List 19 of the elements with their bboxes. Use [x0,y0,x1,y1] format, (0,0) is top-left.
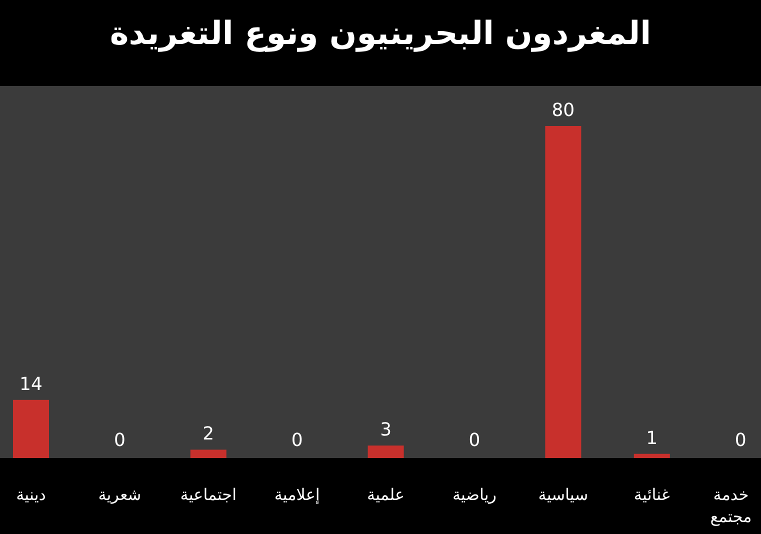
x-tick-label: دينية [16,485,46,504]
x-tick-label: اجتماعية [180,485,237,504]
data-label: 0 [468,430,480,451]
x-tick-label: غنائية [634,485,670,504]
data-label: 3 [380,420,392,441]
data-label: 80 [552,100,575,121]
data-label: 1 [646,428,658,449]
x-tick-label: علمية [367,485,405,504]
data-label: 14 [20,374,42,395]
data-label: 0 [114,430,126,451]
chart-title: المغردون البحرينيون ونوع التغريدة [110,14,652,52]
x-tick-label: إعلامية [274,485,320,504]
x-tick-label: شعرية [98,485,142,504]
data-label: 2 [202,424,214,445]
data-label: 0 [734,430,746,451]
x-tick-label: خدمة مجتمع [710,485,752,526]
data-label: 0 [291,430,303,451]
x-tick-label: سياسية [538,485,588,504]
x-tick-label: رياضية [452,485,497,504]
